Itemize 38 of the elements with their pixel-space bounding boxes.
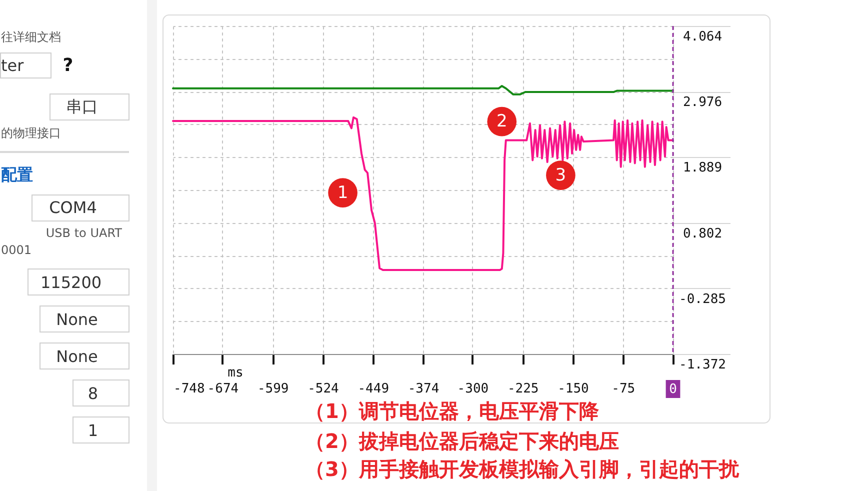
text: （1）调节电位器，电压平滑下降 <box>305 399 600 423</box>
x-tick-label: -524 <box>308 382 340 396</box>
text: ter <box>1 56 24 75</box>
x-tick-label: -599 <box>257 382 289 396</box>
text: 的物理接口 <box>1 126 61 140</box>
y-tick-label: -1.372 <box>679 358 726 372</box>
text: COM4 <box>49 198 97 217</box>
text: USB to UART <box>46 226 123 240</box>
y-tick-label: -0.285 <box>679 292 726 307</box>
y-tick-label: 0.802 <box>682 226 722 242</box>
annotation: 1 <box>337 182 348 203</box>
text: 串口 <box>66 97 98 116</box>
text: 往详细文档 <box>1 30 61 44</box>
text: 配置 <box>1 165 33 184</box>
text: 1 <box>88 421 98 440</box>
y-tick-label: 2.976 <box>682 95 722 110</box>
text: None <box>56 310 98 329</box>
x-tick-label: -374 <box>408 382 440 396</box>
y-tick-label: 1.889 <box>682 160 722 176</box>
x-tick-label: -225 <box>507 382 539 396</box>
y-tick-label: 4.064 <box>682 30 722 44</box>
text: 0001 <box>1 243 32 257</box>
x-tick-label: -674 <box>207 382 239 396</box>
annotation: 3 <box>555 165 566 186</box>
x-axis-title: ms <box>228 366 244 380</box>
x-tick-label: -150 <box>558 382 589 396</box>
text: 8 <box>88 384 98 403</box>
x-tick-label: -300 <box>457 382 489 396</box>
x-tick-label: -748 <box>174 382 205 396</box>
annotation: 2 <box>496 112 508 132</box>
ref-line-label: 0 <box>669 382 677 397</box>
x-tick-label: -449 <box>358 382 390 396</box>
text: 115200 <box>40 273 102 292</box>
x-tick-label: -75 <box>612 382 636 396</box>
text: ? <box>62 55 74 76</box>
text: None <box>56 347 98 366</box>
text: （3）用手接触开发板模拟输入引脚，引起的干扰 <box>305 457 740 481</box>
text: （2）拔掉电位器后稳定下来的电压 <box>305 429 619 453</box>
